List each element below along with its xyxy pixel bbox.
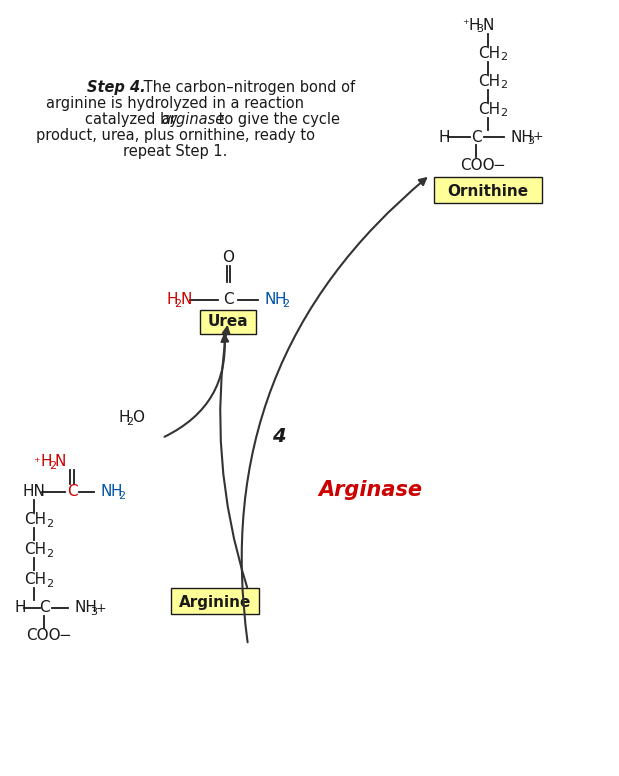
FancyBboxPatch shape: [171, 588, 259, 614]
Text: 2: 2: [49, 461, 56, 471]
Text: catalyzed by: catalyzed by: [85, 112, 183, 127]
Text: 2: 2: [500, 52, 507, 62]
FancyBboxPatch shape: [434, 177, 542, 203]
Text: 3: 3: [476, 24, 483, 34]
Text: N: N: [101, 484, 113, 500]
Text: Step 4.: Step 4.: [87, 80, 145, 95]
Text: Ornithine: Ornithine: [448, 183, 529, 199]
Text: 2: 2: [282, 299, 289, 309]
Text: 3: 3: [527, 136, 534, 146]
Text: N: N: [265, 293, 276, 307]
Text: NH: NH: [510, 130, 533, 144]
Text: CH: CH: [24, 542, 46, 557]
Text: 2: 2: [500, 80, 507, 90]
Text: H: H: [118, 411, 129, 425]
Text: 2: 2: [46, 519, 53, 529]
Text: C: C: [223, 293, 233, 307]
Text: HN: HN: [22, 484, 45, 500]
Text: O: O: [222, 251, 234, 265]
Text: CH: CH: [24, 573, 46, 587]
Text: H: H: [166, 293, 178, 307]
Text: arginine is hydrolyzed in a reaction: arginine is hydrolyzed in a reaction: [46, 96, 304, 111]
Text: +: +: [533, 130, 543, 144]
Text: Arginine: Arginine: [179, 594, 251, 609]
Text: N: N: [483, 18, 495, 33]
Text: 2: 2: [126, 417, 133, 427]
Text: 2: 2: [500, 108, 507, 118]
Text: 2: 2: [174, 299, 181, 309]
Text: 3: 3: [90, 607, 97, 617]
Text: The carbon–nitrogen bond of: The carbon–nitrogen bond of: [139, 80, 355, 95]
Text: H: H: [110, 484, 121, 500]
Text: H: H: [274, 293, 285, 307]
Text: COO: COO: [26, 629, 61, 643]
Text: 2: 2: [118, 491, 125, 501]
Text: O: O: [132, 411, 144, 425]
Text: N: N: [55, 455, 66, 469]
Text: CH: CH: [24, 512, 46, 528]
Text: C: C: [38, 601, 50, 615]
Text: H: H: [468, 18, 480, 33]
Text: CH: CH: [478, 102, 500, 116]
Text: COO: COO: [460, 158, 495, 172]
Text: 2: 2: [46, 549, 53, 559]
Text: ⁺: ⁺: [33, 456, 40, 469]
Text: H: H: [14, 601, 25, 615]
Text: H: H: [438, 130, 449, 144]
Text: Arginase: Arginase: [318, 480, 422, 500]
Text: −: −: [492, 158, 504, 172]
Text: ⁺: ⁺: [462, 19, 469, 32]
Text: +: +: [96, 601, 106, 615]
Text: NH: NH: [74, 601, 97, 615]
Text: CH: CH: [478, 46, 500, 61]
Text: N: N: [181, 293, 193, 307]
Text: to give the cycle: to give the cycle: [214, 112, 340, 127]
Text: H: H: [41, 455, 53, 469]
Text: 4: 4: [272, 427, 285, 445]
Text: arginase: arginase: [161, 112, 224, 127]
Text: C: C: [67, 484, 77, 500]
Text: product, urea, plus ornithine, ready to: product, urea, plus ornithine, ready to: [35, 128, 314, 143]
Text: repeat Step 1.: repeat Step 1.: [123, 144, 227, 159]
Text: Urea: Urea: [208, 314, 248, 330]
Text: CH: CH: [478, 74, 500, 88]
Text: 2: 2: [46, 579, 53, 589]
Text: −: −: [58, 629, 71, 643]
Text: C: C: [470, 130, 482, 144]
FancyBboxPatch shape: [200, 310, 256, 334]
